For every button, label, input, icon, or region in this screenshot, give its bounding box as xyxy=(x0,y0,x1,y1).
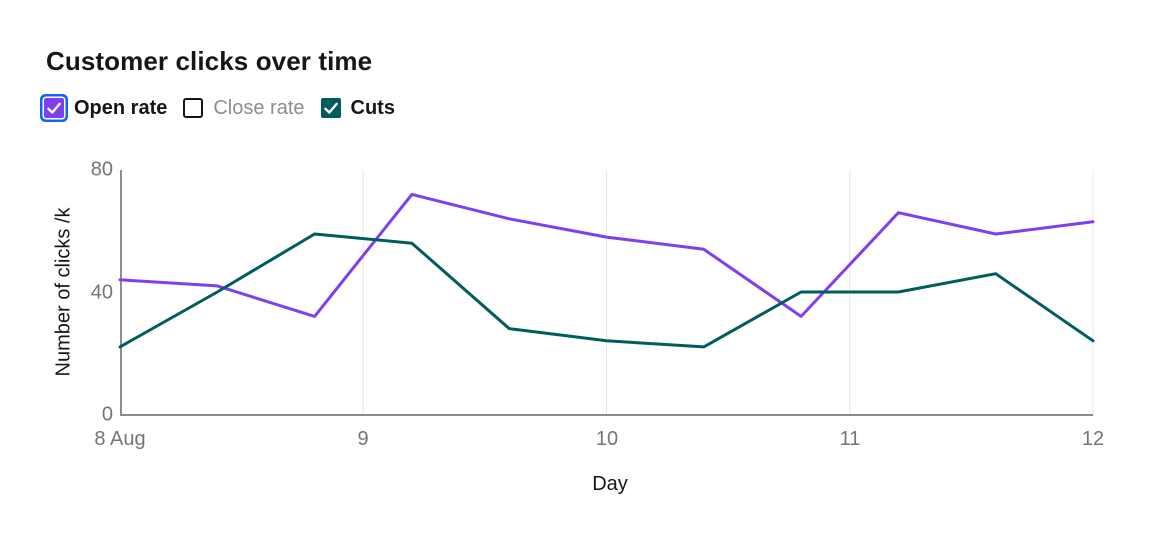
series-line-open-rate xyxy=(118,192,1095,318)
legend-item-cuts[interactable]: Cuts xyxy=(320,96,395,120)
legend-label-close-rate: Close rate xyxy=(213,97,305,119)
legend-item-open-rate[interactable]: Open rate xyxy=(44,96,167,120)
x-tick-label-10: 10 xyxy=(595,428,619,450)
checkmark-icon xyxy=(47,102,61,114)
x-tick-label-9: 9 xyxy=(357,428,369,450)
x-tick-label-12: 12 xyxy=(1081,428,1105,450)
legend: Open rate Close rate Cuts xyxy=(44,96,395,120)
y-tick-label-0: 0 xyxy=(101,403,113,426)
y-tick-label-40: 40 xyxy=(90,281,113,303)
legend-label-cuts: Cuts xyxy=(350,97,395,119)
x-tick-label-11: 11 xyxy=(839,428,861,450)
series-line-cuts xyxy=(118,232,1095,349)
legend-item-close-rate[interactable]: Close rate xyxy=(183,96,305,120)
chart-title: Customer clicks over time xyxy=(46,46,373,76)
checkmark-icon xyxy=(323,102,338,114)
close-rate-checkbox-unchecked[interactable] xyxy=(183,98,204,118)
plot-area xyxy=(118,170,1095,416)
y-tick-label-80: 80 xyxy=(90,158,113,181)
x-tick-label-8-aug: 8 Aug xyxy=(94,428,146,450)
x-axis-title: Day xyxy=(592,473,628,495)
legend-label-open-rate: Open rate xyxy=(74,97,168,119)
open-rate-checkbox-checked[interactable] xyxy=(44,98,64,118)
cuts-checkbox-checked[interactable] xyxy=(320,98,341,118)
